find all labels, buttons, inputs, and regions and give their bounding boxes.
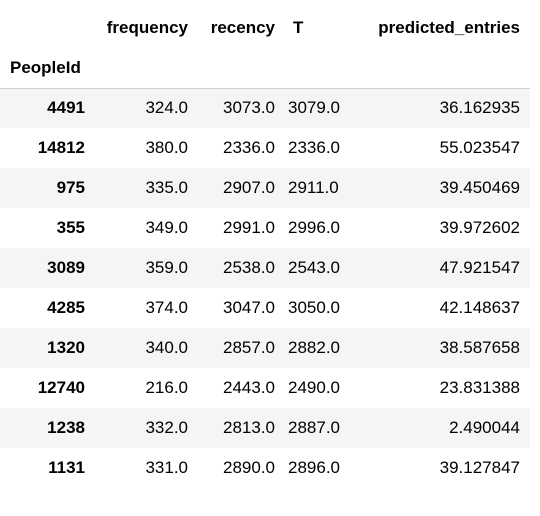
blank-header-cell (0, 8, 95, 48)
table-row: 14812 380.0 2336.0 2336.0 55.023547 (0, 128, 530, 168)
recency-cell: 2890.0 (223, 458, 275, 477)
recency-cell: 2857.0 (223, 338, 275, 357)
row-index-cell: 4491 (47, 98, 85, 118)
frequency-cell: 349.0 (145, 218, 188, 237)
table-row: 975 335.0 2907.0 2911.0 39.450469 (0, 168, 530, 208)
row-index-cell: 1238 (47, 418, 85, 437)
index-header-row: PeopleId (0, 48, 530, 88)
row-index-cell: 1131 (48, 458, 85, 477)
predicted-entries-cell: 2.490044 (449, 418, 520, 437)
recency-cell: 2991.0 (223, 218, 275, 237)
table-body: 4491 324.0 3073.0 3079.0 36.162935 14812 380.0… (0, 88, 530, 488)
blank-header-cell (355, 48, 530, 88)
t-cell: 2887.0 (288, 418, 340, 437)
column-header-recency: recency (210, 18, 275, 37)
recency-cell: 2443.0 (223, 378, 275, 397)
t-cell: 3079.0 (288, 98, 340, 118)
row-index-cell: 12740 (37, 378, 85, 397)
recency-cell: 2336.0 (223, 138, 275, 157)
frequency-cell: 359.0 (145, 258, 188, 277)
frequency-cell: 331.0 (145, 458, 188, 477)
table-row: 12740 216.0 2443.0 2490.0 23.831388 (0, 368, 530, 408)
row-index-cell: 14812 (37, 138, 85, 157)
table-row: 355 349.0 2991.0 2996.0 39.972602 (0, 208, 530, 248)
predicted-entries-cell: 39.450469 (439, 178, 520, 197)
table-row: 1238 332.0 2813.0 2887.0 2.490044 (0, 408, 530, 448)
row-index-cell: 1320 (47, 338, 85, 357)
t-cell: 2882.0 (288, 338, 340, 357)
t-cell: 2543.0 (288, 258, 340, 277)
recency-cell: 2907.0 (223, 178, 275, 197)
column-header-row: frequency recency T predicted_entries (0, 8, 530, 48)
column-header-frequency: frequency (106, 18, 188, 37)
column-header-predicted-entries: predicted_entries (378, 18, 520, 37)
column-header-t: T (293, 18, 304, 37)
predicted-entries-cell: 39.127847 (439, 458, 520, 477)
frequency-cell: 216.0 (145, 378, 188, 397)
index-name-header: PeopleId (10, 57, 81, 77)
frequency-cell: 332.0 (145, 418, 188, 437)
t-cell: 2336.0 (288, 138, 340, 157)
predicted-entries-cell: 39.972602 (439, 218, 520, 237)
predicted-entries-cell: 47.921547 (439, 258, 520, 277)
predicted-entries-cell: 36.162935 (439, 98, 520, 118)
table-row: 1131 331.0 2890.0 2896.0 39.127847 (0, 448, 530, 488)
frequency-cell: 374.0 (145, 298, 188, 317)
row-index-cell: 975 (56, 178, 85, 197)
row-index-cell: 4285 (47, 298, 85, 317)
t-cell: 2896.0 (288, 458, 340, 477)
row-index-cell: 355 (56, 218, 85, 237)
table-header: frequency recency T predicted_entries Pe… (0, 8, 530, 88)
frequency-cell: 340.0 (145, 338, 188, 357)
table-row: 4285 374.0 3047.0 3050.0 42.148637 (0, 288, 530, 328)
table-row: 3089 359.0 2538.0 2543.0 47.921547 (0, 248, 530, 288)
dataframe-table: frequency recency T predicted_entries Pe… (0, 8, 530, 488)
t-cell: 2911.0 (288, 178, 339, 197)
t-cell: 2490.0 (288, 378, 340, 397)
predicted-entries-cell: 23.831388 (439, 378, 520, 397)
table-row: 4491 324.0 3073.0 3079.0 36.162935 (0, 88, 530, 128)
t-cell: 2996.0 (288, 218, 340, 237)
recency-cell: 3047.0 (223, 298, 275, 317)
recency-cell: 2538.0 (223, 258, 275, 277)
blank-header-cell (95, 48, 198, 88)
predicted-entries-cell: 38.587658 (439, 338, 520, 357)
t-cell: 3050.0 (288, 298, 340, 317)
recency-cell: 2813.0 (223, 418, 275, 437)
predicted-entries-cell: 42.148637 (439, 298, 520, 317)
frequency-cell: 380.0 (145, 138, 188, 157)
blank-header-cell (285, 48, 355, 88)
frequency-cell: 324.0 (145, 98, 188, 118)
recency-cell: 3073.0 (223, 98, 275, 118)
table-row: 1320 340.0 2857.0 2882.0 38.587658 (0, 328, 530, 368)
frequency-cell: 335.0 (145, 178, 188, 197)
row-index-cell: 3089 (47, 258, 85, 277)
blank-header-cell (198, 48, 285, 88)
predicted-entries-cell: 55.023547 (439, 138, 520, 157)
